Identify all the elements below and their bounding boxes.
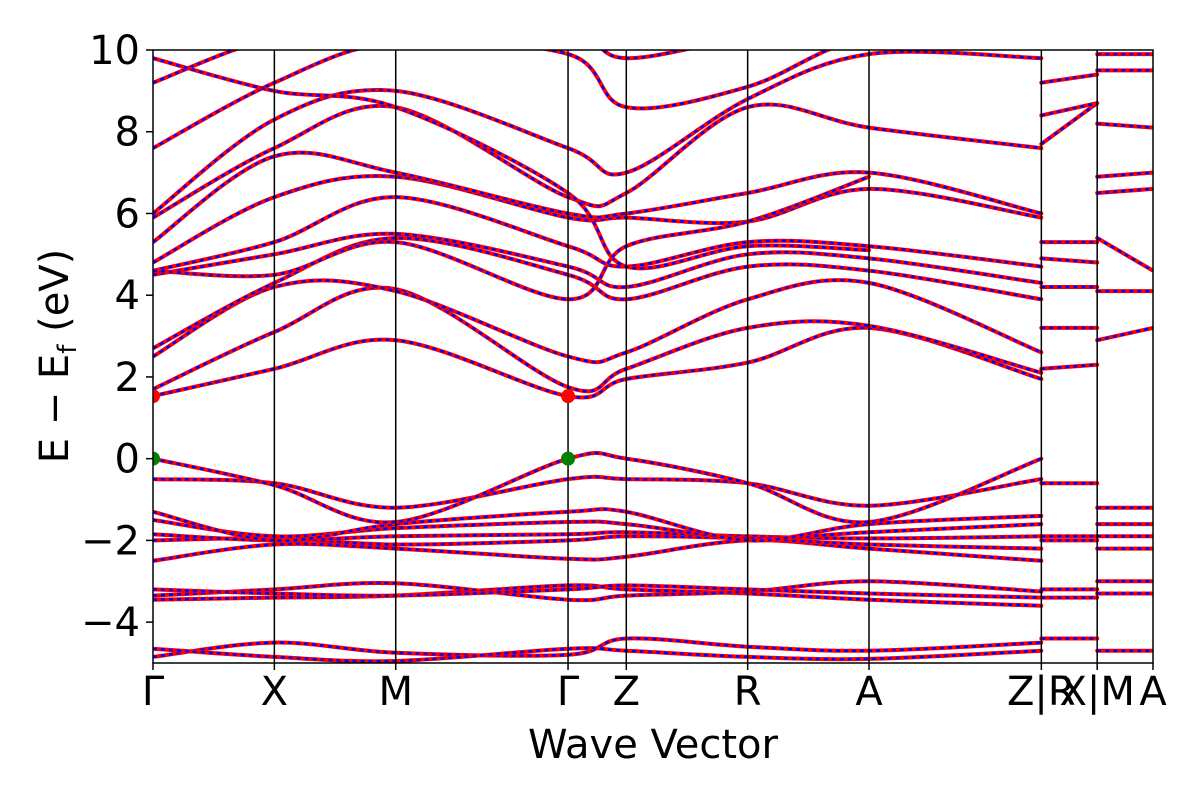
- y-tick-label: 4: [115, 273, 140, 319]
- band-line-dashed: [1096, 236, 1153, 272]
- x-tick-label: Γ: [557, 669, 580, 715]
- band-line-dashed: [153, 580, 1042, 602]
- x-tick-label: Z: [613, 669, 640, 715]
- band-line-dashed: [1096, 326, 1153, 342]
- band-line-dashed: [153, 538, 1042, 563]
- band-line-dashed: [1097, 171, 1153, 178]
- band-line: [153, 50, 833, 151]
- band-line-dashed: [153, 584, 1042, 599]
- band-line-dashed: [153, 286, 1042, 393]
- x-tick-label: X: [261, 669, 288, 715]
- y-axis-label: E − Ef (eV): [32, 249, 83, 464]
- band-line-dashed: [1040, 102, 1098, 146]
- bands-layer: [153, 50, 1153, 663]
- band-line-dashed: [153, 507, 1042, 542]
- band-line: [153, 538, 1044, 563]
- vbm-marker: [561, 451, 576, 466]
- x-axis-label: Wave Vector: [528, 722, 779, 768]
- band-line: [153, 285, 1044, 394]
- band-line-dashed: [153, 56, 870, 270]
- plot-frame: [152, 49, 1154, 664]
- k-point-lines: [273, 50, 1098, 663]
- extremum-markers: [153, 389, 576, 466]
- x-tick-label: Z|R: [1007, 669, 1076, 715]
- vbm-marker: [153, 451, 160, 466]
- x-tick-label: A: [855, 669, 883, 715]
- x-axis-ticks: Γ X M Γ Z R A Z|RX|M A: [142, 663, 1167, 715]
- band-line: [153, 174, 871, 302]
- x-tick-label: R: [734, 669, 762, 715]
- y-tick-label: −2: [81, 518, 140, 564]
- band-line: [153, 102, 1044, 220]
- band-line-dashed: [153, 278, 1042, 364]
- y-tick-label: 0: [115, 437, 140, 483]
- y-axis-ticks: 10 8 6 4 2 0 −2 −4: [81, 28, 153, 646]
- y-tick-label: 2: [115, 355, 140, 401]
- y-tick-label: −4: [81, 600, 140, 646]
- band-line-dashed: [153, 475, 1042, 509]
- band-line-dashed: [1097, 122, 1153, 129]
- band-line-dashed: [1097, 187, 1153, 195]
- x-tick-label: Γ: [142, 669, 165, 715]
- y-tick-label: 10: [89, 28, 140, 74]
- band-line-dashed: [153, 103, 1042, 219]
- x-tick-label: X|M: [1059, 669, 1134, 715]
- x-tick-label: A: [1139, 669, 1167, 715]
- band-line-dashed: [1041, 73, 1098, 84]
- band-line-dashed: [153, 646, 1042, 663]
- cbm-marker: [153, 389, 160, 404]
- band-line: [153, 278, 1044, 365]
- band-line-dashed: [1041, 257, 1098, 264]
- band-line-dashed: [1041, 363, 1098, 371]
- cbm-marker: [561, 389, 576, 404]
- y-axis-label-subscript: f: [53, 344, 83, 354]
- band-line-dashed: [153, 236, 1042, 350]
- x-tick-label: M: [378, 669, 413, 715]
- y-axis-label-unit: (eV): [32, 249, 78, 345]
- band-line-dashed: [153, 151, 1042, 244]
- band-line-dashed: [153, 518, 1042, 540]
- y-axis-label-main: E − E: [32, 354, 78, 464]
- y-tick-label: 8: [115, 110, 140, 156]
- band-line-dashed: [1041, 101, 1098, 117]
- y-tick-label: 6: [115, 191, 140, 237]
